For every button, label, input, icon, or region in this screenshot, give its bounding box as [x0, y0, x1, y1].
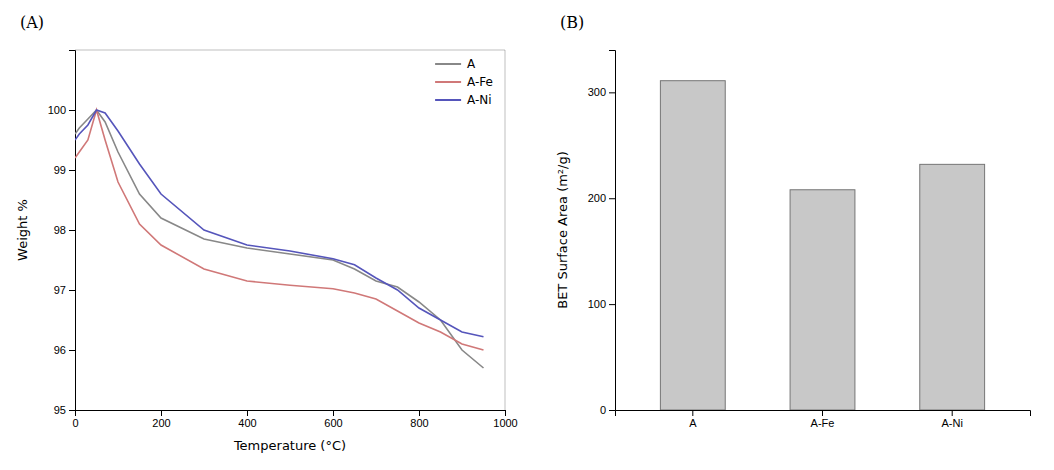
tick: 600: [324, 410, 342, 429]
legend-swatch: [435, 99, 461, 101]
tick-mark: [419, 410, 420, 416]
tick: 100: [588, 298, 615, 310]
x-axis: A A-Fe A-Ni: [616, 410, 1031, 429]
legend-item: A-Fe: [435, 75, 493, 89]
tick: 97: [54, 284, 75, 296]
tick-mark: [247, 410, 248, 416]
x-axis: 0 200 400 600 800 1000: [72, 410, 517, 429]
tick-mark: [69, 230, 75, 231]
y-axis-title: Weight %: [15, 199, 30, 261]
tick: 99: [54, 164, 75, 176]
tick: 200: [588, 192, 615, 204]
tick-mark: [609, 410, 615, 411]
tick-mark: [69, 110, 75, 111]
axis-line: [609, 51, 616, 411]
tick-mark: [952, 410, 953, 416]
tick: A-Fe: [811, 410, 835, 429]
tick-label: 0: [72, 417, 78, 429]
axis-line: [616, 411, 1031, 417]
legend-label: A-Ni: [467, 93, 492, 107]
tick-mark: [609, 198, 615, 199]
panel: 0 200 400 600 800 1000 95 96 97 98 99 100 A A-Fe A-Ni (…: [15, 13, 518, 453]
frame-line: [505, 50, 506, 410]
tick: 100: [48, 104, 75, 116]
tick: 95: [54, 404, 75, 416]
tick: 98: [54, 224, 75, 236]
y-axis: 0 100 200 300: [588, 51, 616, 417]
tick: 96: [54, 344, 75, 356]
legend: A A-Fe A-Ni: [435, 57, 493, 107]
tick-label: A: [689, 417, 697, 429]
tick-mark: [822, 410, 823, 416]
legend-swatch: [435, 81, 461, 83]
tick: 300: [588, 86, 615, 98]
tick-mark: [69, 350, 75, 351]
legend-label: A: [467, 57, 476, 71]
tick-label: 100: [588, 298, 606, 310]
tick: 0: [600, 404, 615, 416]
tick-mark: [161, 410, 162, 416]
tick-label: 400: [238, 417, 256, 429]
y-axis-title: BET Surface Area (m²/g): [555, 151, 570, 309]
tick-mark: [69, 290, 75, 291]
tick-mark: [333, 410, 334, 416]
tick-mark: [69, 170, 75, 171]
tick-label: 200: [588, 192, 606, 204]
tick-label: 200: [152, 417, 170, 429]
tick-label: 100: [48, 104, 66, 116]
plot-area: [75, 110, 484, 368]
plot-area: [660, 81, 984, 410]
tick-mark: [505, 410, 506, 416]
data-line: [75, 110, 484, 350]
panel-title: (B): [560, 13, 584, 32]
tick: 0: [72, 410, 78, 429]
tick-mark: [69, 410, 75, 411]
frame-line: [75, 50, 505, 51]
data-line: [75, 110, 484, 337]
bar: [790, 190, 855, 410]
tick: 1000: [493, 410, 517, 429]
tick-label: 97: [54, 284, 66, 296]
tick-mark: [692, 410, 693, 416]
tick-label: 0: [600, 404, 606, 416]
tick-label: A-Ni: [941, 417, 962, 429]
tick-label: 95: [54, 404, 66, 416]
y-axis: 95 96 97 98 99 100: [48, 51, 76, 417]
tick-mark: [609, 304, 615, 305]
tick-label: 300: [588, 86, 606, 98]
tick-label: 96: [54, 344, 66, 356]
x-axis-title: Temperature (°C): [233, 438, 346, 453]
tick-label: 800: [410, 417, 428, 429]
chart-root: 020040060080010009596979899100AA-FeA-Ni(…: [0, 0, 1054, 470]
tick-label: 1000: [493, 417, 517, 429]
axis-line: [76, 411, 506, 417]
tick: A-Ni: [941, 410, 962, 429]
tick-label: 98: [54, 224, 66, 236]
tick-label: A-Fe: [811, 417, 835, 429]
tick-mark: [609, 92, 615, 93]
panel-title: (A): [20, 13, 44, 32]
legend-label: A-Fe: [467, 75, 493, 89]
legend-item: A-Ni: [435, 93, 492, 107]
bar: [920, 164, 985, 410]
tick-label: 99: [54, 164, 66, 176]
tick: 400: [238, 410, 256, 429]
tick: A: [689, 410, 697, 429]
data-line: [75, 110, 484, 368]
legend-swatch: [435, 63, 461, 65]
tick: 200: [152, 410, 170, 429]
tick: 800: [410, 410, 428, 429]
bar: [660, 81, 725, 410]
tick-label: 600: [324, 417, 342, 429]
axis-line: [69, 51, 76, 411]
legend-item: A: [435, 57, 476, 71]
panel: A A-Fe A-Ni 0 100 200 300 (B) BET Surface Area (…: [555, 13, 1031, 429]
